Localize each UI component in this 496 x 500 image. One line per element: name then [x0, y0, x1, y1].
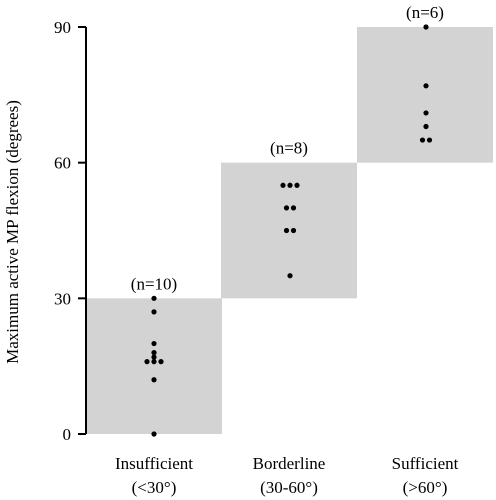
- x-category-labels: Insufficient (<30°) Borderline (30-60°) Suff…: [115, 454, 459, 497]
- data-point: [283, 227, 290, 234]
- y-axis-title: Maximum active MP flexion (degrees): [3, 100, 22, 364]
- data-point: [151, 377, 157, 383]
- band-insufficient: [86, 298, 222, 434]
- data-point: [144, 359, 150, 365]
- data-point: [423, 83, 429, 89]
- y-tick-label: 60: [54, 154, 71, 173]
- y-tick-labels: 0 30 60 90: [54, 18, 86, 444]
- data-point: [290, 205, 297, 211]
- x-tick-range-label: (<30°): [132, 478, 177, 497]
- y-tick-label: 30: [54, 289, 71, 308]
- band-sufficient: [357, 27, 493, 163]
- count-label: (n=6): [406, 3, 444, 22]
- data-points: [144, 24, 433, 437]
- range-bands: [86, 27, 493, 434]
- y-tick-label: 0: [63, 425, 72, 444]
- data-point: [423, 24, 429, 30]
- data-point: [151, 340, 157, 347]
- data-point: [151, 359, 157, 365]
- count-label: (n=10): [131, 274, 177, 293]
- data-point: [151, 431, 157, 437]
- x-tick-range-label: (>60°): [403, 478, 448, 497]
- x-tick-label: Borderline: [253, 454, 326, 473]
- count-labels: (n=10) (n=8) (n=6): [131, 3, 444, 293]
- count-label: (n=8): [270, 139, 308, 158]
- data-point: [294, 182, 300, 188]
- x-tick-range-label: (30-60°): [260, 478, 318, 497]
- x-tick-label: Insufficient: [115, 454, 193, 473]
- data-point: [290, 227, 297, 234]
- data-point: [283, 205, 290, 211]
- data-point: [287, 273, 293, 279]
- data-point: [426, 137, 433, 143]
- data-point: [280, 182, 286, 188]
- data-point: [158, 359, 164, 365]
- data-point: [151, 295, 157, 301]
- data-point: [151, 309, 157, 315]
- y-tick-label: 90: [54, 18, 71, 37]
- data-point: [151, 350, 157, 356]
- data-point: [419, 137, 426, 143]
- x-tick-label: Sufficient: [392, 454, 459, 473]
- data-point: [151, 354, 157, 360]
- data-point: [423, 110, 429, 116]
- data-point: [287, 182, 293, 188]
- data-point: [423, 123, 429, 130]
